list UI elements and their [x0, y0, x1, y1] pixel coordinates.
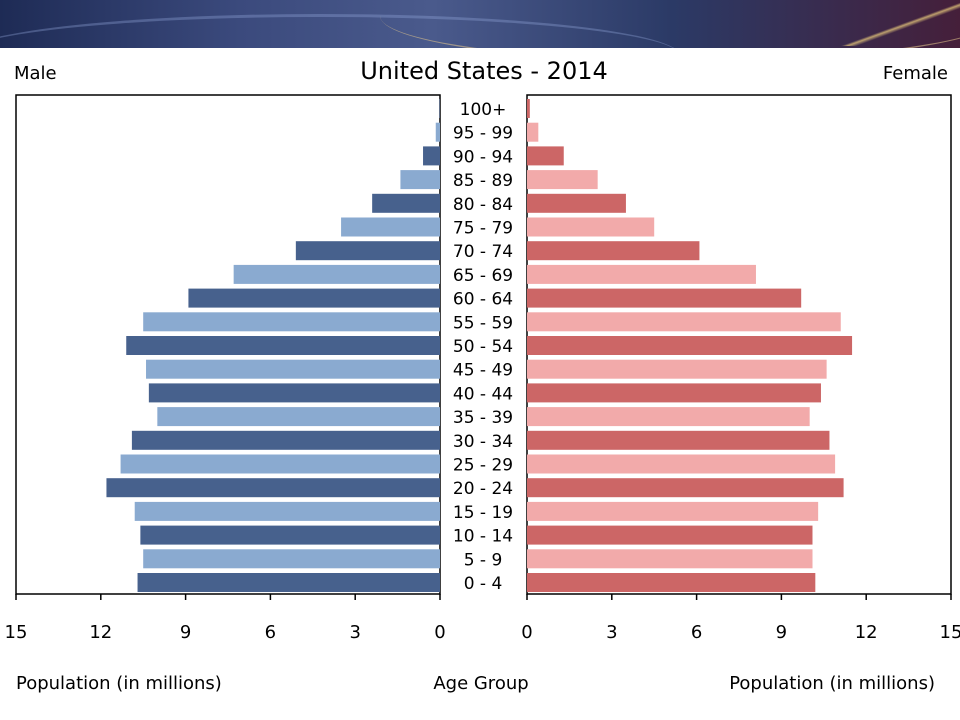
female-bar: [527, 478, 844, 498]
female-bar: [527, 407, 810, 427]
age-group-label: 95 - 99: [453, 124, 513, 144]
male-bar: [143, 549, 440, 569]
female-bar: [527, 336, 853, 355]
banner-swirl: [0, 14, 680, 48]
age-group-label: 5 - 9: [464, 550, 503, 570]
age-group-label: 70 - 74: [453, 242, 513, 262]
x-tick-label: 6: [691, 622, 702, 643]
female-label: Female: [883, 63, 948, 84]
female-bar: [527, 359, 827, 379]
female-bar: [527, 288, 802, 308]
age-group-label: 25 - 29: [453, 456, 513, 476]
chart-title: United States - 2014: [360, 57, 608, 85]
age-group-label: 65 - 69: [453, 266, 513, 286]
female-bar: [527, 549, 813, 569]
male-bar: [423, 146, 440, 166]
female-bar: [527, 217, 655, 237]
age-axis-title: Age Group: [433, 673, 528, 694]
x-tick-label: 9: [180, 622, 191, 643]
age-group-label: 15 - 19: [453, 503, 513, 523]
x-tick-label: 3: [349, 622, 360, 643]
age-group-label: 35 - 39: [453, 408, 513, 428]
male-bar: [148, 383, 440, 403]
male-bar: [188, 288, 440, 308]
female-bar: [527, 383, 821, 403]
age-group-label: 50 - 54: [453, 337, 513, 357]
axis-ticks-group: 15 12 9 6 3 0 0 3 6 9 12 15: [5, 594, 960, 643]
female-bar: [527, 99, 530, 118]
male-axis-title: Population (in millions): [16, 673, 222, 694]
age-group-label: 100+: [460, 100, 507, 120]
female-bar: [527, 170, 598, 190]
male-bar: [439, 99, 440, 118]
x-tick-label: 0: [434, 622, 445, 643]
female-bar: [527, 430, 830, 450]
male-label: Male: [14, 63, 57, 84]
male-bar: [131, 430, 441, 450]
female-bar: [527, 501, 819, 521]
banner-swirl: [820, 0, 960, 46]
female-bar: [527, 146, 564, 166]
x-tick-label: 3: [606, 622, 617, 643]
age-labels-group: 100+ 95 - 99 90 - 94 85 - 89 80 - 84 75 - 79 7…: [453, 100, 513, 594]
female-bar: [527, 193, 626, 213]
female-bar: [527, 312, 841, 332]
female-bar: [527, 454, 836, 474]
female-bar: [527, 525, 813, 545]
male-bar: [106, 478, 440, 498]
age-group-label: 40 - 44: [453, 384, 513, 404]
slide-banner: [0, 0, 960, 48]
male-bar: [233, 264, 440, 284]
age-group-label: 60 - 64: [453, 290, 513, 310]
male-bar: [400, 170, 440, 190]
age-group-label: 85 - 89: [453, 171, 513, 191]
male-bar: [126, 336, 441, 355]
age-group-label: 75 - 79: [453, 219, 513, 239]
male-bar: [120, 454, 440, 474]
age-group-label: 90 - 94: [453, 147, 513, 167]
age-group-label: 55 - 59: [453, 313, 513, 333]
male-bar: [372, 193, 440, 213]
female-bar: [527, 241, 700, 261]
male-bar: [157, 407, 441, 427]
age-group-label: 80 - 84: [453, 195, 513, 215]
male-bar: [137, 573, 440, 592]
male-bar: [143, 312, 440, 332]
x-tick-label: 0: [521, 622, 532, 643]
male-bar: [140, 525, 440, 545]
male-bar: [295, 241, 440, 261]
age-group-label: 30 - 34: [453, 432, 513, 452]
age-group-label: 20 - 24: [453, 479, 513, 499]
x-tick-label: 9: [776, 622, 787, 643]
x-tick-label: 15: [5, 622, 28, 643]
female-axis-title: Population (in millions): [729, 673, 935, 694]
population-pyramid-chart: Male United States - 2014 Female 100+95 …: [5, 57, 960, 694]
bars-group: [106, 99, 853, 592]
female-bar: [527, 264, 756, 284]
male-bar: [146, 359, 440, 379]
age-group-label: 10 - 14: [453, 527, 513, 547]
age-group-label: 45 - 49: [453, 361, 513, 381]
female-bar: [527, 122, 539, 142]
age-group-label: 0 - 4: [464, 574, 503, 594]
female-bar: [527, 573, 816, 592]
x-tick-label: 6: [265, 622, 276, 643]
male-bar: [435, 122, 440, 142]
x-tick-label: 12: [89, 622, 112, 643]
male-bar: [134, 501, 440, 521]
x-tick-label: 15: [940, 622, 960, 643]
male-bar: [341, 217, 440, 237]
x-tick-label: 12: [855, 622, 878, 643]
